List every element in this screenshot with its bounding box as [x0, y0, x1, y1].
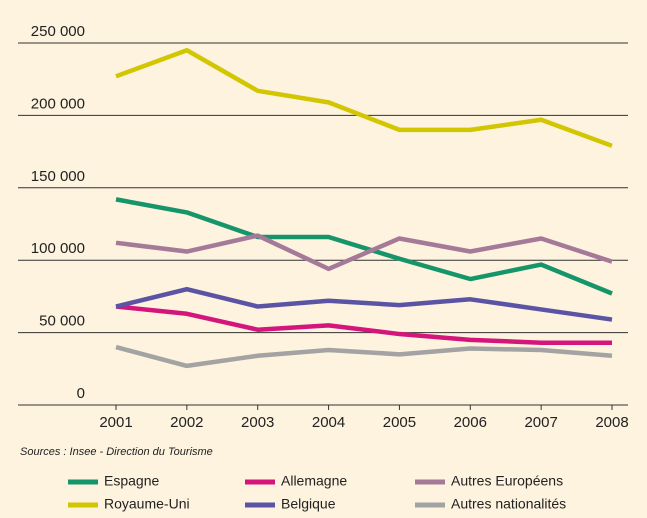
x-tick-label: 2005: [383, 414, 416, 431]
line: [115, 197, 613, 296]
y-tick-label: 0: [77, 385, 85, 402]
line: [115, 286, 613, 322]
x-tick-label: 2003: [241, 414, 274, 431]
line: [115, 304, 612, 345]
source: Sources : Insee - Direction du Tourisme: [20, 446, 213, 458]
legend-label: Belgique: [281, 496, 336, 512]
y-tick-label: 200 000: [31, 95, 85, 112]
x-tick-label: 2006: [454, 414, 487, 431]
y-tick-label: 50 000: [39, 313, 85, 330]
legend-label: Allemagne: [281, 473, 347, 489]
line: [115, 344, 613, 369]
legend-label: Espagne: [104, 473, 159, 489]
legend-label: Autres Européens: [451, 473, 563, 489]
line: [115, 233, 613, 272]
line: [115, 47, 613, 148]
x-tick-label: 2001: [99, 414, 132, 431]
x-tick-label: 2007: [524, 414, 557, 431]
y-tick-label: 150 000: [31, 168, 85, 185]
legend-label: Royaume-Uni: [104, 496, 190, 512]
x-tick-label: 2008: [595, 414, 628, 431]
y-tick-label: 100 000: [31, 240, 85, 257]
x-tick-label: 2002: [170, 414, 203, 431]
legend-label: Autres nationalités: [451, 496, 566, 512]
x-tick-label: 2004: [312, 414, 345, 431]
y-tick-label: 250 000: [31, 23, 85, 40]
